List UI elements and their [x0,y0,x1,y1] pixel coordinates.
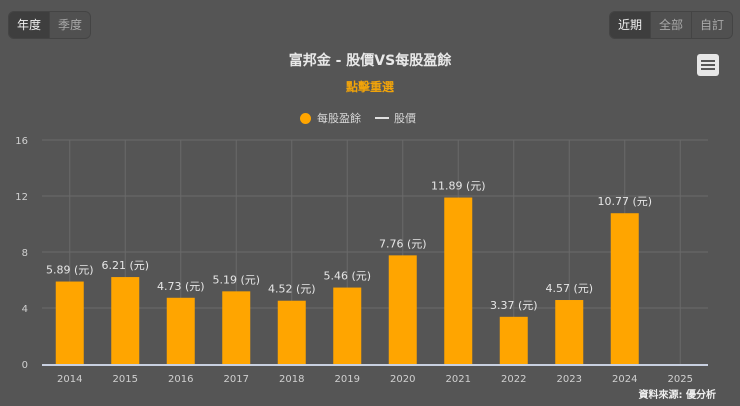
line-marker-icon [375,117,389,119]
annual-button[interactable]: 年度 [9,12,51,38]
eps-bar[interactable] [444,197,473,364]
bar-value-label: 6.21 (元) [101,259,149,272]
x-tick-label: 2019 [335,374,360,385]
y-tick-label: 12 [15,192,28,203]
quarterly-button[interactable]: 季度 [50,12,91,38]
x-tick-label: 2022 [501,374,526,385]
x-tick-label: 2021 [446,374,471,385]
y-tick-label: 0 [22,360,28,371]
bar-value-label: 10.77 (元) [597,195,652,208]
eps-bar[interactable] [111,277,140,364]
x-tick-label: 2023 [557,374,582,385]
chart-legend: 每股盈餘 股價 [300,110,430,126]
chart-title: 富邦金 - 股價VS每股盈餘 [288,53,452,69]
bar-value-label: 5.89 (元) [46,264,94,277]
bar-value-label: 4.52 (元) [268,283,316,296]
legend-label-price: 股價 [394,112,416,125]
eps-bar[interactable] [277,300,306,364]
recent-range-button[interactable]: 近期 [610,12,652,38]
eps-bar[interactable] [610,213,639,364]
legend-item-eps[interactable]: 每股盈餘 [300,110,361,126]
bar-value-label: 3.37 (元) [490,299,538,312]
bar-value-label: 7.76 (元) [379,237,427,250]
bar-value-label: 4.57 (元) [545,282,593,295]
bar-value-label: 5.19 (元) [212,273,260,286]
y-tick-label: 4 [22,304,28,315]
x-tick-label: 2018 [279,374,304,385]
range-toggle-group: 近期 全部 自訂 [609,11,734,39]
eps-bar[interactable] [499,316,528,364]
data-source: 資料來源: 優分析 [638,390,716,401]
x-tick-label: 2015 [113,374,138,385]
x-tick-label: 2020 [390,374,415,385]
custom-range-button[interactable]: 自訂 [692,12,733,38]
reselect-link[interactable]: 點擊重選 [345,80,394,94]
all-range-button[interactable]: 全部 [651,12,693,38]
bar-value-label: 11.89 (元) [431,180,486,193]
eps-bar[interactable] [555,300,584,364]
bar-value-label: 5.46 (元) [323,270,371,283]
legend-label-eps: 每股盈餘 [317,112,361,125]
x-tick-label: 2016 [168,374,193,385]
legend-item-price[interactable]: 股價 [375,110,416,126]
y-tick-label: 16 [15,136,28,147]
eps-bar[interactable] [222,291,251,364]
bar-value-label: 4.73 (元) [157,280,205,293]
eps-bar[interactable] [55,281,84,364]
hamburger-menu-icon[interactable] [697,54,719,76]
x-tick-label: 2017 [224,374,249,385]
period-toggle-group: 年度 季度 [8,11,92,39]
eps-bar[interactable] [333,287,362,364]
x-tick-label: 2025 [668,374,693,385]
x-tick-label: 2014 [57,374,82,385]
eps-bar[interactable] [388,255,417,364]
eps-bar[interactable] [166,297,195,364]
circle-marker-icon [300,112,311,124]
x-tick-label: 2024 [612,374,637,385]
y-tick-label: 8 [22,248,28,259]
